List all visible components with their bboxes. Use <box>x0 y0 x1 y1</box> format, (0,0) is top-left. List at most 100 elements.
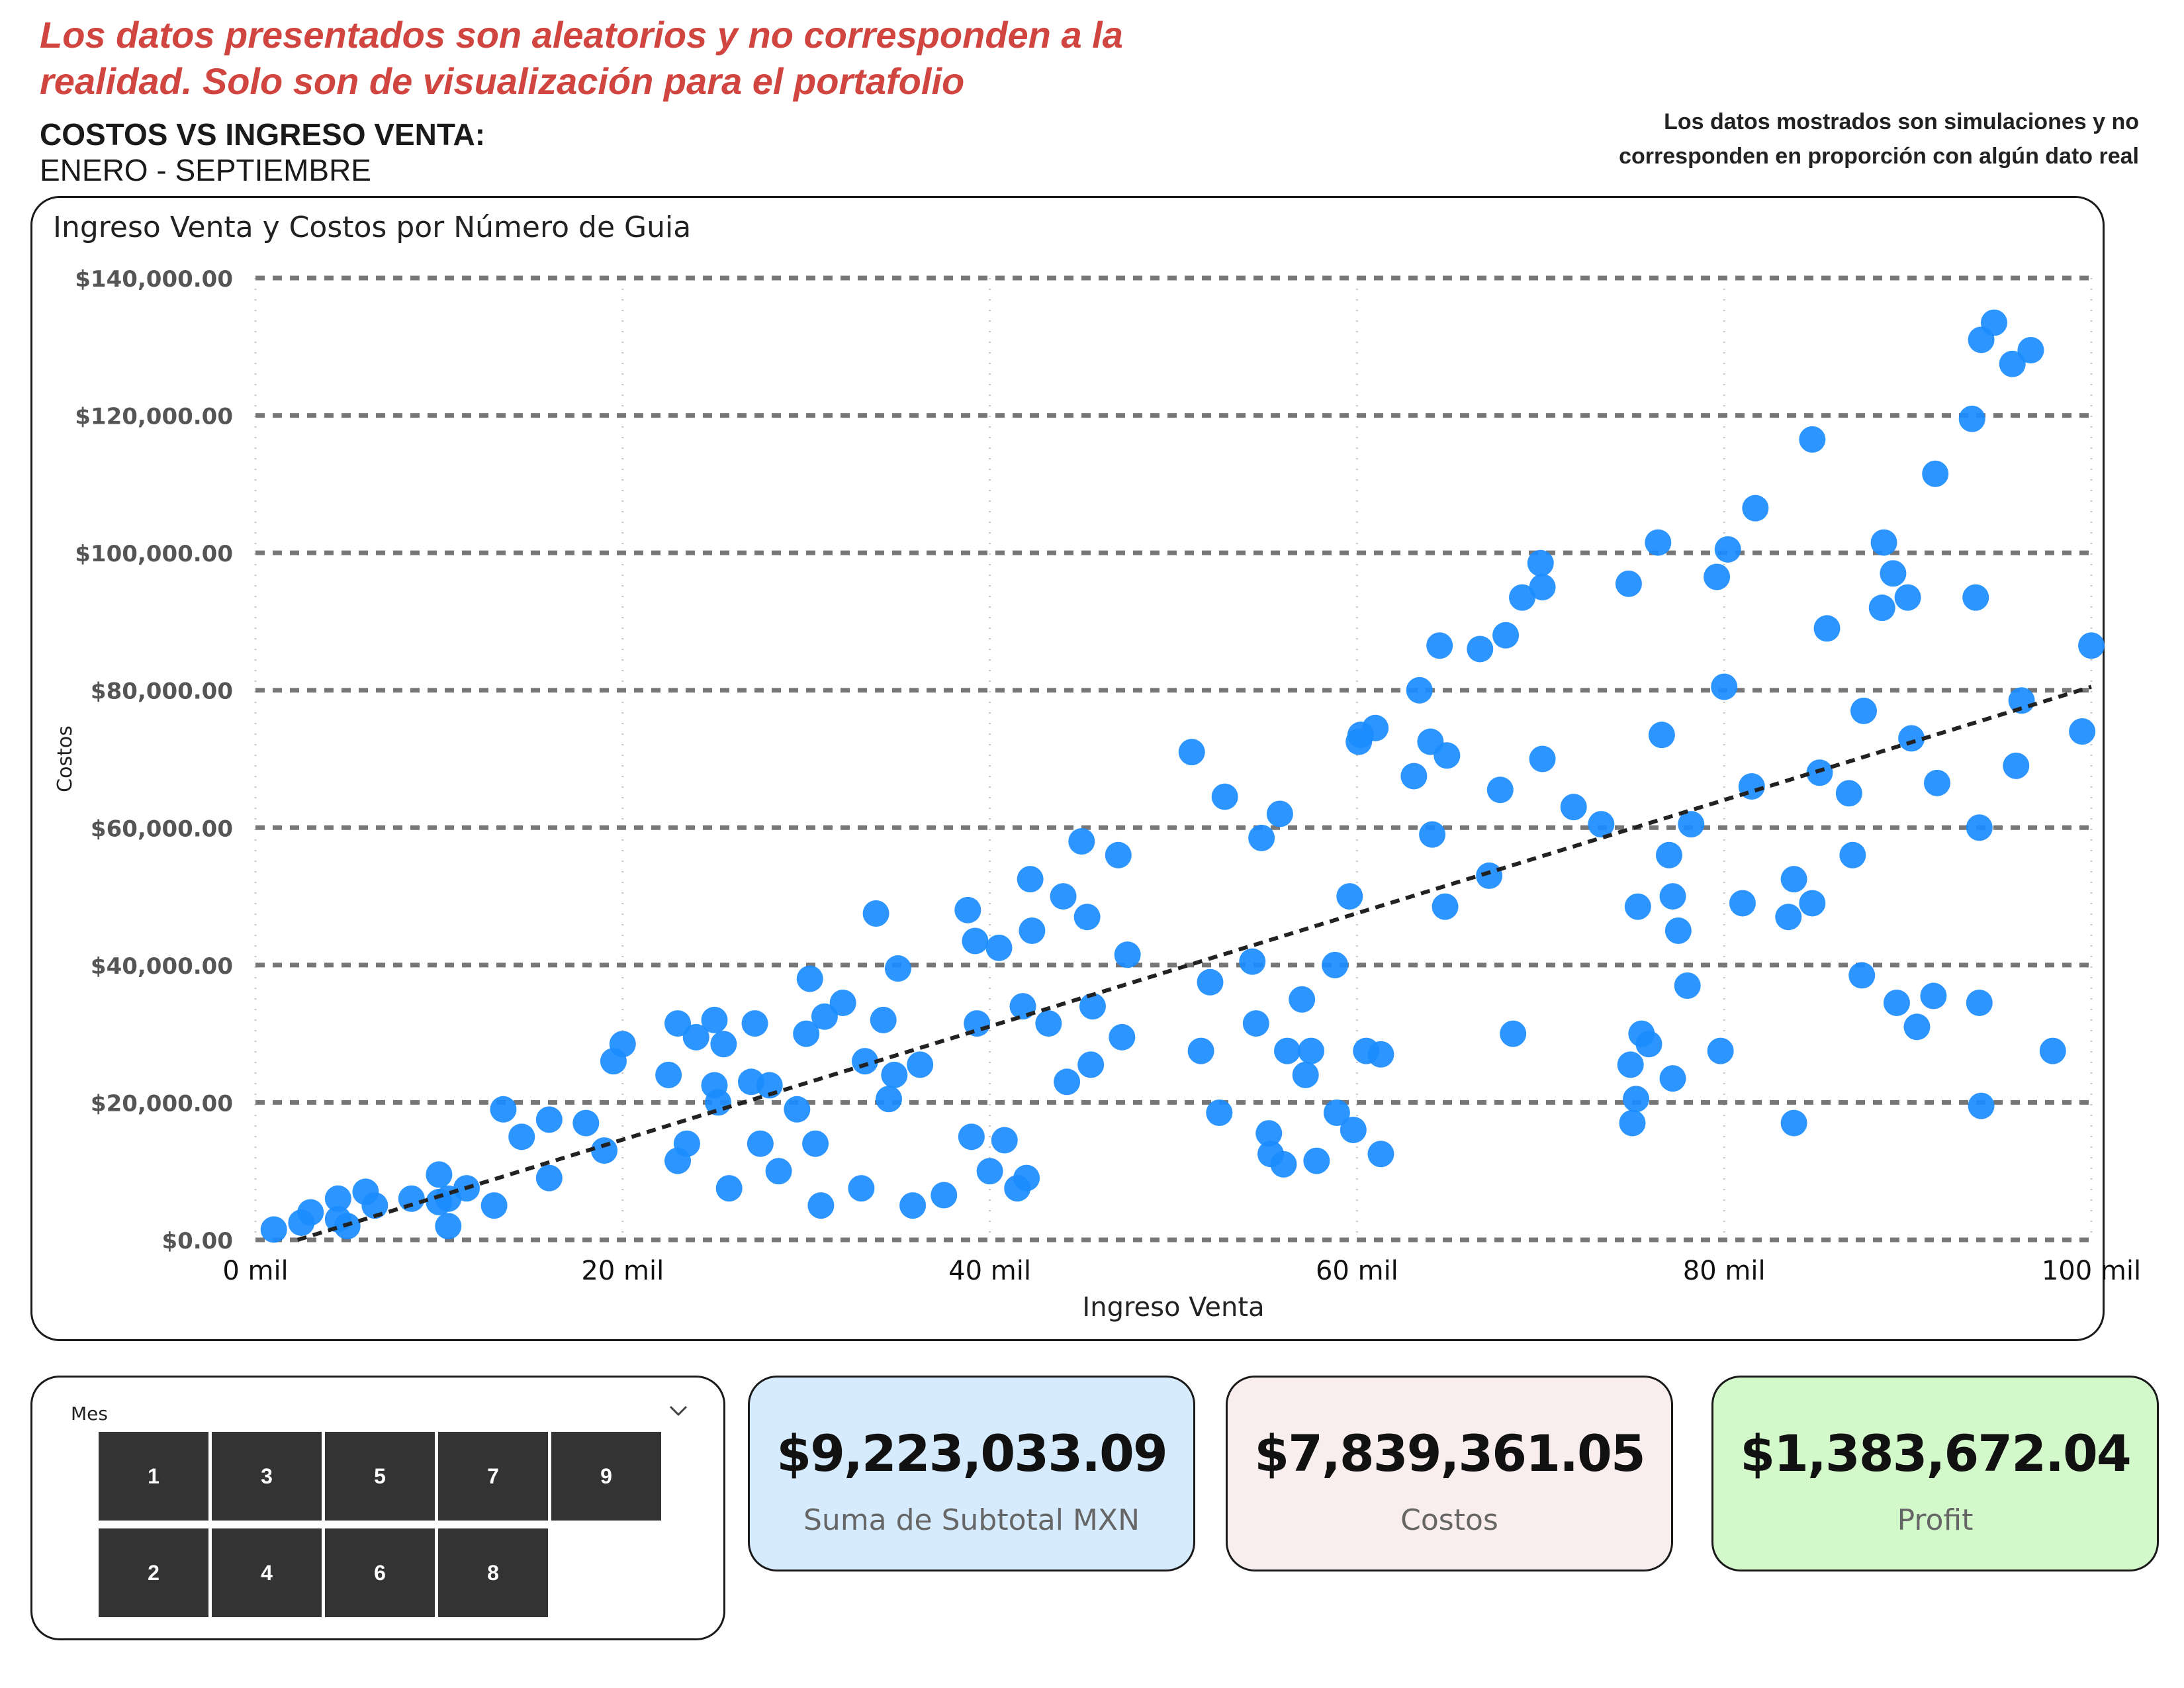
scatter-point[interactable] <box>793 1020 820 1047</box>
scatter-point[interactable] <box>1894 584 1921 611</box>
scatter-point[interactable] <box>899 1192 927 1219</box>
scatter-point[interactable] <box>1806 759 1833 786</box>
scatter-point[interactable] <box>1068 828 1095 855</box>
scatter-point[interactable] <box>1645 529 1672 556</box>
scatter-point[interactable] <box>807 1192 835 1219</box>
scatter-point[interactable] <box>1500 1020 1527 1047</box>
scatter-point[interactable] <box>1303 1147 1330 1174</box>
scatter-point[interactable] <box>907 1051 934 1078</box>
scatter-point[interactable] <box>958 1123 985 1150</box>
scatter-point[interactable] <box>1560 794 1587 821</box>
scatter-point[interactable] <box>591 1137 618 1164</box>
scatter-point[interactable] <box>1799 890 1826 917</box>
scatter-point[interactable] <box>1289 986 1316 1013</box>
scatter-point[interactable] <box>796 965 823 992</box>
scatter-point[interactable] <box>1323 1099 1350 1126</box>
scatter-point[interactable] <box>1780 866 1807 893</box>
scatter-point[interactable] <box>1527 549 1554 577</box>
scatter-point[interactable] <box>1105 841 1132 868</box>
chevron-down-icon[interactable] <box>665 1397 692 1424</box>
scatter-point[interactable] <box>1336 883 1363 910</box>
scatter-point[interactable] <box>1678 811 1705 838</box>
scatter-point[interactable] <box>2039 1037 2066 1064</box>
scatter-point[interactable] <box>535 1106 563 1133</box>
scatter-point[interactable] <box>811 1003 838 1030</box>
scatter-point[interactable] <box>1835 780 1862 807</box>
scatter-point[interactable] <box>954 896 981 923</box>
scatter-point[interactable] <box>881 1061 908 1088</box>
month-button-9[interactable]: 9 <box>551 1432 661 1521</box>
scatter-point[interactable] <box>1870 529 1897 556</box>
scatter-point[interactable] <box>1980 309 2007 336</box>
month-button-6[interactable]: 6 <box>325 1528 435 1617</box>
scatter-point[interactable] <box>1340 1116 1367 1143</box>
scatter-point[interactable] <box>1298 1037 1325 1064</box>
scatter-point[interactable] <box>1114 941 1141 968</box>
scatter-point[interactable] <box>1211 783 1238 810</box>
scatter-point[interactable] <box>1266 800 1293 827</box>
month-button-5[interactable]: 5 <box>325 1432 435 1521</box>
scatter-point[interactable] <box>1624 893 1651 920</box>
scatter-point[interactable] <box>1486 776 1514 804</box>
scatter-point[interactable] <box>490 1096 517 1123</box>
scatter-point[interactable] <box>1292 1061 1319 1088</box>
scatter-point[interactable] <box>673 1130 700 1157</box>
scatter-point[interactable] <box>870 1006 897 1033</box>
scatter-point[interactable] <box>862 900 889 927</box>
scatter-point[interactable] <box>1966 989 1993 1016</box>
scatter-point[interactable] <box>655 1061 682 1088</box>
scatter-point[interactable] <box>1367 1141 1394 1168</box>
scatter-point[interactable] <box>1729 890 1756 917</box>
scatter-point[interactable] <box>1239 948 1266 975</box>
scatter-point[interactable] <box>1492 622 1520 649</box>
scatter-point[interactable] <box>1898 725 1925 752</box>
scatter-point[interactable] <box>1619 1109 1646 1137</box>
scatter-point[interactable] <box>1248 824 1275 851</box>
scatter-point[interactable] <box>1077 1051 1105 1078</box>
scatter-point[interactable] <box>1073 904 1101 931</box>
scatter-point[interactable] <box>1617 1051 1644 1078</box>
scatter-point[interactable] <box>1035 1010 1062 1037</box>
scatter-point[interactable] <box>2003 752 2030 779</box>
scatter-point[interactable] <box>1659 883 1686 910</box>
scatter-point[interactable] <box>1432 893 1459 920</box>
scatter-point[interactable] <box>324 1185 351 1212</box>
scatter-point[interactable] <box>765 1158 792 1185</box>
scatter-point[interactable] <box>609 1031 636 1058</box>
scatter-point[interactable] <box>747 1130 774 1157</box>
scatter-point[interactable] <box>1635 1031 1662 1058</box>
scatter-point[interactable] <box>1433 742 1461 769</box>
scatter-point[interactable] <box>829 989 856 1016</box>
scatter-point[interactable] <box>1966 814 1993 841</box>
scatter-point[interactable] <box>985 934 1013 961</box>
scatter-point[interactable] <box>1920 982 1947 1009</box>
scatter-point[interactable] <box>1958 405 1985 432</box>
scatter-point[interactable] <box>1017 866 1044 893</box>
scatter-point[interactable] <box>1704 563 1731 590</box>
scatter-point[interactable] <box>1588 811 1615 838</box>
scatter-point[interactable] <box>1799 426 1826 453</box>
scatter-point[interactable] <box>1883 989 1910 1016</box>
scatter-point[interactable] <box>1922 460 1949 487</box>
month-button-8[interactable]: 8 <box>438 1528 548 1617</box>
scatter-point[interactable] <box>1187 1037 1214 1064</box>
scatter-point[interactable] <box>1050 883 1077 910</box>
scatter-point[interactable] <box>1406 677 1433 704</box>
scatter-point[interactable] <box>480 1192 508 1219</box>
scatter-point[interactable] <box>1109 1023 1136 1051</box>
scatter-point[interactable] <box>1775 904 1802 931</box>
scatter-point[interactable] <box>802 1130 829 1157</box>
scatter-chart[interactable]: 0 mil 20 mil 40 mil 60 mil 80 mil 100 mil $0.0… <box>0 0 2184 1364</box>
scatter-point[interactable] <box>1400 763 1428 790</box>
scatter-point[interactable] <box>991 1127 1018 1154</box>
scatter-point[interactable] <box>848 1175 875 1202</box>
scatter-point[interactable] <box>1880 560 1907 587</box>
scatter-point[interactable] <box>1962 584 1989 611</box>
scatter-point[interactable] <box>535 1164 563 1192</box>
month-button-1[interactable]: 1 <box>99 1432 208 1521</box>
scatter-point[interactable] <box>741 1010 768 1037</box>
scatter-point[interactable] <box>962 927 989 955</box>
scatter-point[interactable] <box>1009 993 1036 1020</box>
scatter-point[interactable] <box>1707 1037 1734 1064</box>
